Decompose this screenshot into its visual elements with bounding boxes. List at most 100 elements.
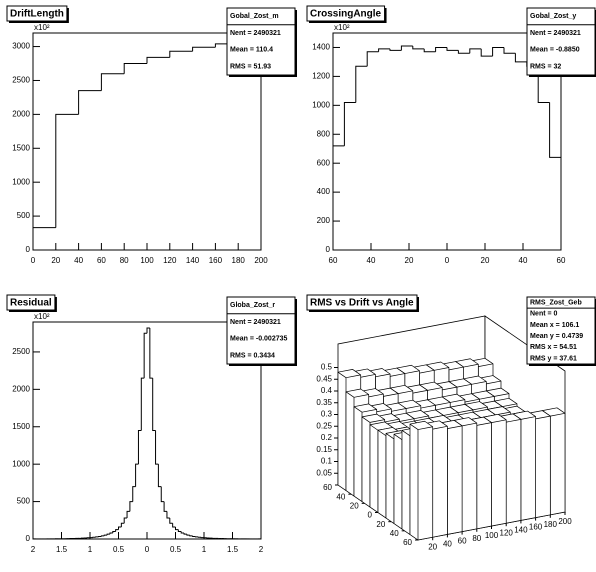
stats-entry: Mean = -0.002735 — [230, 336, 288, 343]
stats-entry: RMS y = 37.61 — [530, 355, 577, 362]
y-tick-label: 20 — [350, 501, 359, 510]
x-tick-label: 1 — [202, 545, 207, 554]
stats-entry: Mean x = 106.1 — [530, 322, 579, 329]
y-tick-label: 2000 — [12, 384, 30, 393]
x-tick-label: 60 — [329, 256, 338, 265]
x-tick-label: 120 — [500, 528, 514, 537]
histogram-step — [32, 227, 56, 250]
histogram-step — [100, 73, 125, 91]
histogram-step — [103, 534, 108, 536]
x-tick-label: 20 — [481, 256, 490, 265]
x-tick-label: 80 — [120, 256, 129, 265]
z-tick-label: 0.15 — [316, 445, 332, 454]
x-tick-label: 160 — [209, 256, 223, 265]
histogram-step — [140, 377, 145, 431]
x-tick-label: 140 — [186, 256, 200, 265]
histogram-step — [400, 45, 413, 51]
stats-box — [526, 7, 596, 76]
panel-title: RMS vs Drift vs Angle — [310, 298, 414, 309]
histogram-step — [55, 113, 79, 228]
x-tick-label: 1 — [88, 545, 93, 554]
x-tick-label: 0 — [31, 256, 36, 265]
y-tick-label: 1200 — [312, 72, 330, 81]
z-tick-label: 0.2 — [321, 433, 333, 442]
x-tick-label: 2 — [31, 545, 36, 554]
histogram-step — [160, 486, 165, 503]
histogram-step — [192, 46, 216, 52]
x-tick-label: 120 — [163, 256, 177, 265]
x-tick-label: 0 — [445, 256, 450, 265]
x-tick-label: 1.5 — [227, 545, 239, 554]
lego-bar — [409, 420, 434, 541]
histogram-step — [423, 48, 436, 53]
stats-entry: Globa_Zost_r — [230, 302, 275, 309]
y-tick-label: 20 — [376, 520, 385, 529]
y-tick-label: 3000 — [12, 42, 30, 51]
x-tick-label: 100 — [140, 256, 154, 265]
x-tick-label: 1.5 — [56, 545, 68, 554]
stats-entry: RMS = 0.3434 — [230, 352, 275, 359]
histogram-step — [480, 48, 493, 57]
panel-title: DriftLength — [10, 9, 64, 20]
y-tick-label: 2000 — [12, 109, 30, 118]
stats-entry: Gobal_Zost_y — [530, 13, 576, 20]
y-tick-label: 1000 — [12, 177, 30, 186]
axis-multiplier: x10² — [334, 23, 350, 32]
y-tick-label: 40 — [336, 492, 345, 501]
z-tick-label: 0.05 — [316, 468, 332, 477]
title-box — [306, 5, 386, 22]
y-tick-label: 1500 — [12, 143, 30, 152]
x-tick-label: 0.5 — [113, 545, 125, 554]
histogram-step — [137, 430, 142, 465]
x-tick-label: 0.5 — [170, 545, 182, 554]
title-box — [306, 294, 418, 311]
stats-box — [226, 7, 296, 76]
x-tick-label: 60 — [97, 256, 106, 265]
histogram-step — [378, 48, 390, 52]
stats-entry: Mean = 110.4 — [230, 47, 273, 54]
histogram-step — [109, 532, 113, 535]
y-tick-label: 200 — [317, 216, 331, 225]
x-tick-label: 60 — [557, 256, 566, 265]
x-tick-label: 180 — [544, 520, 558, 529]
histogram-step — [163, 501, 167, 512]
histogram-step — [189, 535, 193, 537]
z-tick-label: 0.1 — [321, 457, 333, 466]
histogram-step — [343, 101, 356, 146]
histogram-step — [355, 65, 368, 103]
x-tick-label: 40 — [519, 256, 528, 265]
histogram-step — [118, 526, 122, 530]
histogram-step — [175, 527, 179, 531]
stats-entry: RMS = 51.93 — [230, 63, 271, 70]
panel-title: Residual — [10, 298, 52, 309]
y-tick-label: 0 — [26, 534, 31, 543]
histogram-step — [177, 529, 182, 533]
y-tick-label: 2500 — [12, 76, 30, 85]
y-tick-label: 500 — [17, 497, 31, 506]
y-tick-label: 2500 — [12, 347, 30, 356]
y-tick-label: 1000 — [12, 459, 30, 468]
x-tick-label: 2 — [259, 545, 264, 554]
x-tick-label: 180 — [232, 256, 246, 265]
histogram-step — [492, 46, 504, 57]
y-tick-label: 1000 — [312, 100, 330, 109]
y-tick-label: 60 — [323, 483, 332, 492]
x-tick-label: 0 — [145, 545, 150, 554]
histogram-step — [123, 517, 128, 524]
histogram-step — [152, 378, 156, 431]
histogram-step — [115, 529, 119, 532]
z-tick-label: 0.35 — [316, 398, 332, 407]
y-tick-label: 0 — [326, 245, 331, 254]
stats-box — [226, 296, 296, 365]
histogram-step — [157, 464, 162, 488]
y-tick-label: 0 — [26, 245, 31, 254]
y-tick-label: 600 — [317, 158, 331, 167]
histogram-step — [146, 327, 150, 334]
histogram-step — [143, 332, 147, 379]
histogram-step — [412, 46, 425, 50]
x-tick-label: 40 — [74, 256, 83, 265]
histogram-step — [155, 430, 159, 465]
x-tick-label: 20 — [405, 256, 414, 265]
histogram-step — [457, 50, 470, 54]
stats-entry: Nent = 0 — [530, 311, 558, 318]
